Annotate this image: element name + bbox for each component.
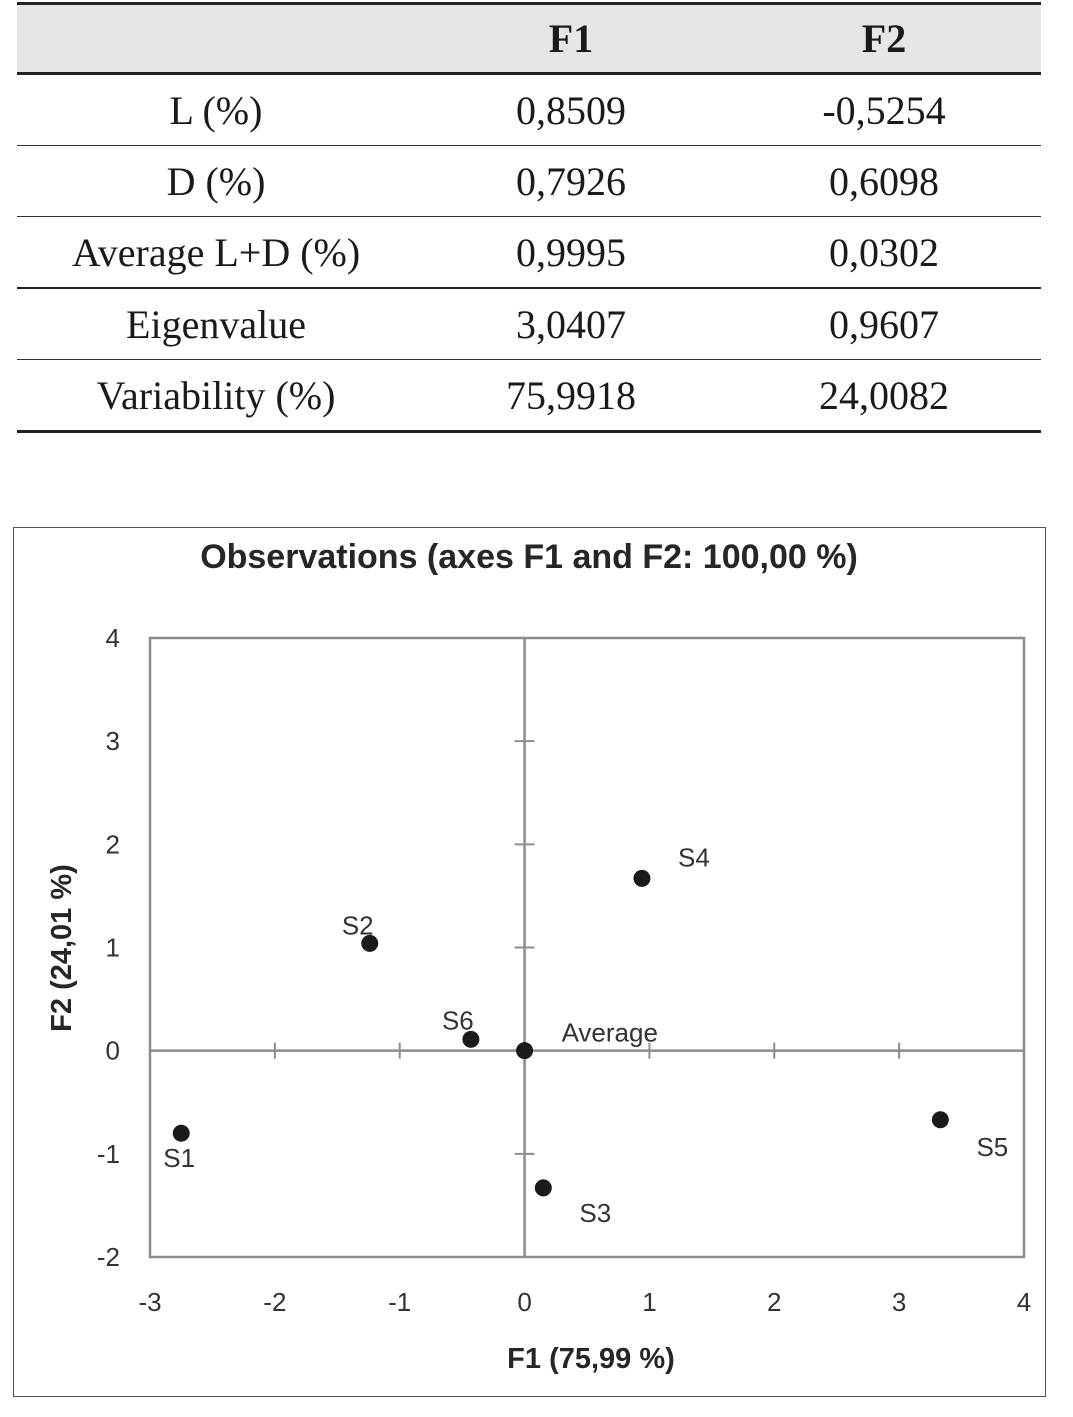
x-tick-label: 1 [642, 1287, 656, 1317]
point-s4 [633, 869, 651, 887]
x-tick-label: -3 [138, 1287, 161, 1317]
data-points [172, 869, 949, 1197]
point-label-s4: S4 [678, 842, 710, 872]
point-average [516, 1042, 534, 1060]
row-f1-value: 75,9918 [415, 359, 727, 433]
row-f1-value: 3,0407 [415, 288, 727, 360]
plot-area [148, 636, 1026, 1259]
x-tick-label: 0 [517, 1287, 531, 1317]
y-tick-labels: -2 -1 0 1 2 3 4 [97, 623, 120, 1272]
chart-container: Observations (axes F1 and F2: 100,00 %) … [13, 527, 1046, 1397]
table-header-f2: F2 [727, 2, 1041, 75]
axis-ticks [273, 740, 901, 1155]
row-f1-value: 0,7926 [415, 145, 727, 217]
y-tick-label: 4 [106, 623, 120, 653]
y-axis-title: F2 (24,01 %) [46, 864, 78, 1032]
table-header-row: F1 F2 [17, 2, 1041, 75]
point-label-average: Average [562, 1018, 658, 1048]
row-label: Average L+D (%) [17, 216, 415, 289]
chart-title: Observations (axes F1 and F2: 100,00 %) [200, 538, 858, 576]
x-tick-label: -2 [263, 1287, 286, 1317]
row-label: Variability (%) [17, 359, 415, 433]
table-header-label [17, 2, 415, 75]
table-row: D (%) 0,7926 0,6098 [17, 145, 1041, 217]
row-label: D (%) [17, 145, 415, 217]
loadings-table: F1 F2 L (%) 0,8509 -0,5254 D (%) 0,7926 … [17, 2, 1041, 433]
table-row: Variability (%) 75,9918 24,0082 [17, 359, 1041, 433]
table-header-f1: F1 [415, 2, 727, 75]
x-tick-label: 2 [767, 1287, 781, 1317]
row-f2-value: -0,5254 [727, 73, 1041, 146]
data-point-labels: S1 S2 S3 S4 S5 S6 Average [163, 842, 1008, 1228]
row-f2-value: 0,9607 [727, 288, 1041, 360]
table-row: Eigenvalue 3,0407 0,9607 [17, 288, 1041, 360]
y-tick-label: 3 [106, 726, 120, 756]
table-row: L (%) 0,8509 -0,5254 [17, 73, 1041, 146]
point-s3 [534, 1179, 552, 1197]
row-f1-value: 0,9995 [415, 216, 727, 289]
x-tick-label: -1 [388, 1287, 411, 1317]
x-axis-title: F1 (75,99 %) [507, 1343, 675, 1375]
point-label-s2: S2 [342, 910, 374, 940]
point-s2 [361, 934, 379, 952]
y-tick-label: 0 [106, 1036, 120, 1066]
scatter-chart: Observations (axes F1 and F2: 100,00 %) … [46, 538, 1031, 1375]
point-s6 [462, 1030, 480, 1048]
point-s5 [931, 1111, 949, 1129]
y-tick-label: 2 [106, 829, 120, 859]
point-label-s5: S5 [976, 1132, 1008, 1162]
table-row: Average L+D (%) 0,9995 0,0302 [17, 216, 1041, 289]
point-s1 [172, 1124, 190, 1142]
x-tick-label: 4 [1017, 1287, 1031, 1317]
row-f2-value: 0,0302 [727, 216, 1041, 289]
y-tick-label: 1 [106, 933, 120, 963]
row-f1-value: 0,8509 [415, 73, 727, 146]
row-f2-value: 0,6098 [727, 145, 1041, 217]
row-f2-value: 24,0082 [727, 359, 1041, 433]
zero-axes [150, 638, 1024, 1257]
x-tick-labels: -3 -2 -1 0 1 2 3 4 [138, 1287, 1031, 1317]
point-label-s3: S3 [579, 1198, 611, 1228]
row-label: L (%) [17, 73, 415, 146]
x-tick-label: 3 [892, 1287, 906, 1317]
y-tick-label: -2 [97, 1242, 120, 1272]
y-tick-label: -1 [97, 1139, 120, 1169]
row-label: Eigenvalue [17, 288, 415, 360]
point-label-s1: S1 [163, 1143, 195, 1173]
point-label-s6: S6 [442, 1005, 474, 1035]
